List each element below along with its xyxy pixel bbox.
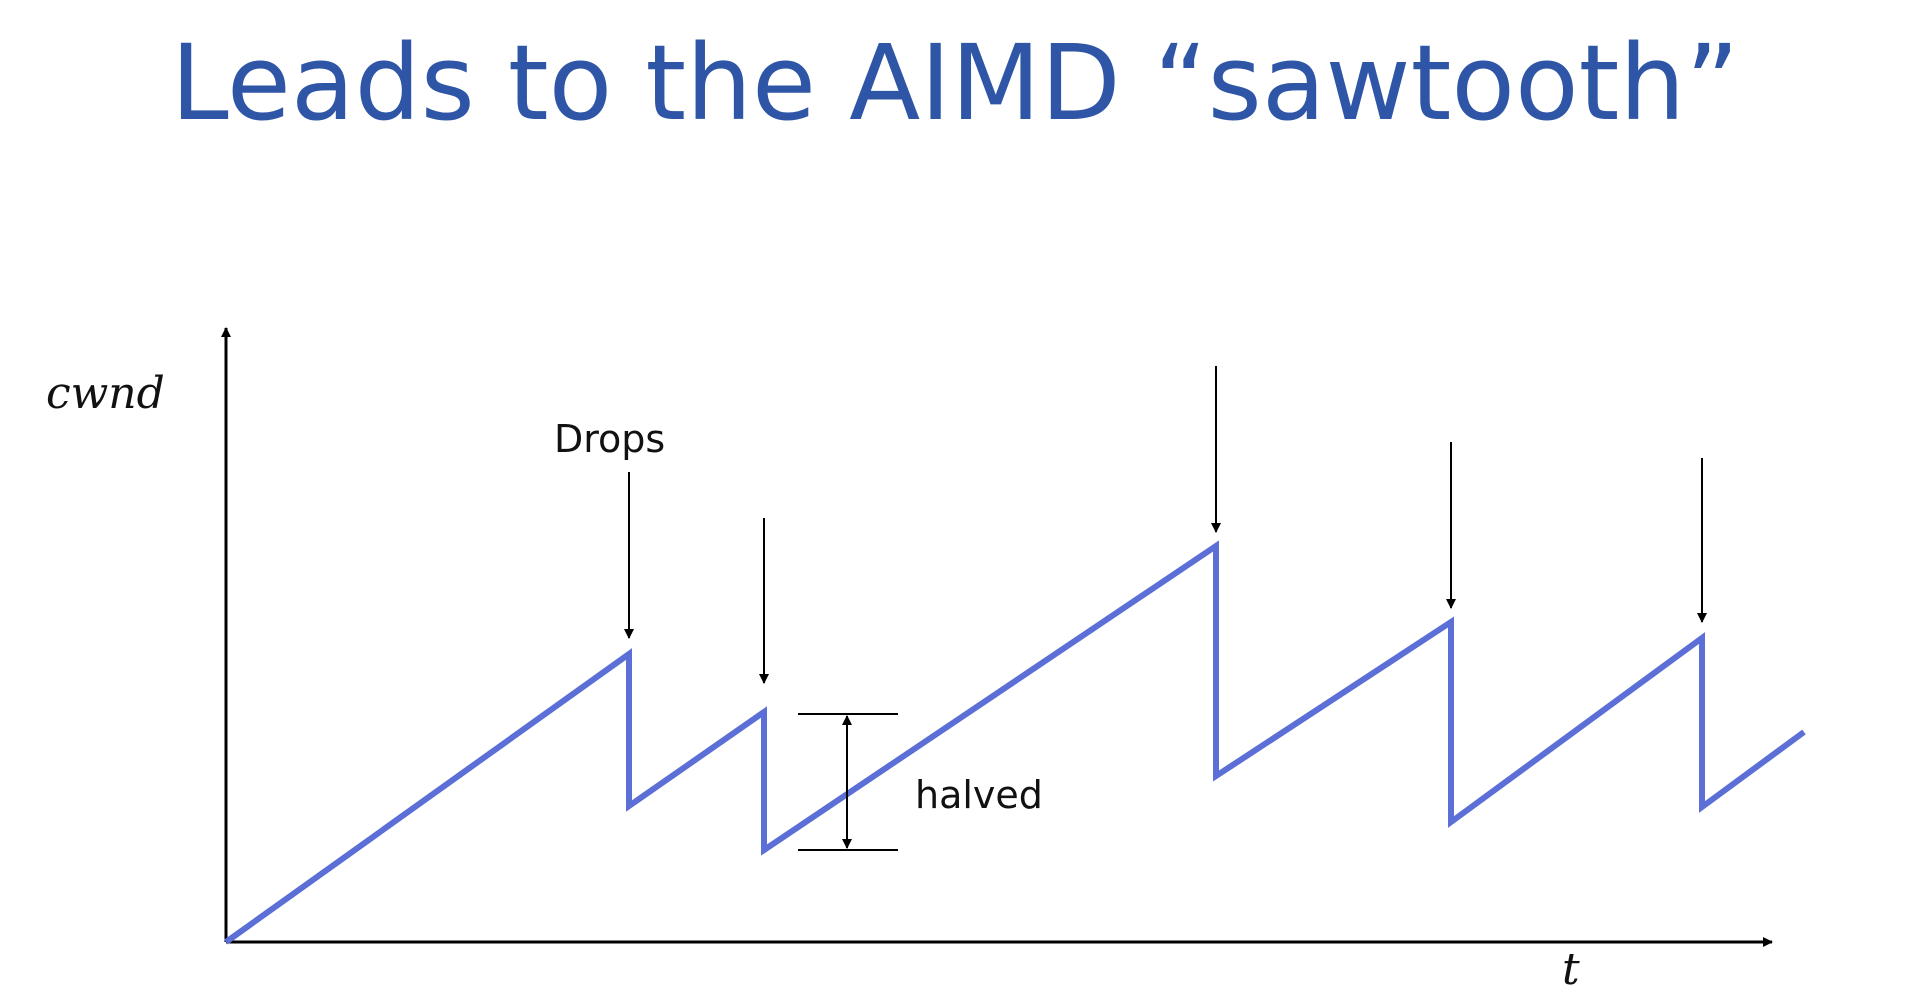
slide-title: Leads to the AIMD “sawtooth” — [170, 22, 1740, 144]
cwnd-sawtooth-curve — [224, 540, 1806, 945]
x-axis-label: t — [1562, 944, 1580, 995]
drops-label: Drops — [554, 417, 665, 461]
halved-label: halved — [915, 773, 1043, 817]
y-axis-label: cwnd — [46, 368, 165, 419]
